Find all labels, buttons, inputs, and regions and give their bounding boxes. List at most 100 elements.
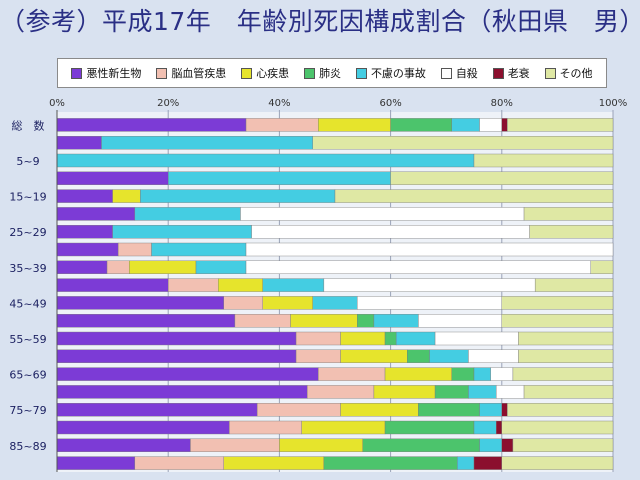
bar-segment <box>134 207 241 221</box>
bar-segment <box>496 420 502 435</box>
bar-segment <box>434 331 519 346</box>
legend-swatch <box>544 67 556 79</box>
bar-segment <box>290 314 358 328</box>
bar-segment <box>496 385 525 399</box>
bar-segment <box>340 331 386 346</box>
bar-segment <box>134 456 224 470</box>
bar-segment <box>245 242 614 257</box>
bar-segment <box>56 331 297 346</box>
legend-label: 悪性新生物 <box>86 67 142 80</box>
bar-segment <box>234 314 291 328</box>
x-tick-label: 100% <box>599 98 628 109</box>
bar-segment <box>501 314 614 328</box>
legend-swatch <box>492 67 504 79</box>
bar-segment <box>479 118 502 132</box>
bar-segment <box>318 118 391 132</box>
bar-segment <box>56 438 191 452</box>
page-title: （参考）平成17年 年齢別死因構成割合（秋田県 男） <box>0 7 640 36</box>
legend-label: 老衰 <box>507 67 530 80</box>
x-tick-label: 80% <box>491 98 513 109</box>
legend-item: 肺炎 <box>304 65 341 81</box>
bar-segment <box>262 278 325 292</box>
bar-segment <box>501 403 508 417</box>
bar-segment <box>451 118 480 132</box>
bar-segment <box>56 224 113 239</box>
bar-segment <box>357 314 375 328</box>
legend-item: その他 <box>544 65 593 81</box>
legend-item: 心疾患 <box>241 65 289 81</box>
bar-segment <box>334 189 614 203</box>
bar-segment <box>434 385 469 399</box>
bar-segment <box>529 224 614 239</box>
bar-segment <box>468 385 497 399</box>
bar-segment <box>512 367 614 381</box>
bar-segment <box>501 438 514 452</box>
y-tick-label: 45~49 <box>9 297 46 310</box>
bar-segment <box>56 420 230 435</box>
y-tick-label: 65~69 <box>9 369 46 382</box>
bar-segment <box>56 207 136 221</box>
bar-segment <box>56 296 225 310</box>
legend-item: 脳血管疾患 <box>156 65 226 81</box>
bar-segment <box>501 456 614 470</box>
x-tick-label: 60% <box>379 98 401 109</box>
bar-segment <box>512 438 614 452</box>
bar-segment <box>56 135 102 150</box>
bar-segment <box>429 349 469 363</box>
y-tick-label: 35~39 <box>9 262 46 275</box>
bar-segment <box>129 260 197 274</box>
bar-segment <box>395 331 436 346</box>
legend-item: 悪性新生物 <box>71 65 141 81</box>
bar-segment <box>295 331 341 346</box>
bar-segment <box>373 385 436 399</box>
bar-segment <box>56 189 113 203</box>
legend-label: 自殺 <box>455 67 478 80</box>
bar-segment <box>534 278 614 292</box>
bar-segment <box>479 403 502 417</box>
bar-segment <box>56 118 247 132</box>
bar-segment <box>56 242 119 257</box>
bar-segment <box>140 189 336 203</box>
bar-segment <box>56 260 108 274</box>
y-tick-label: 85~89 <box>9 440 46 453</box>
bar-segment <box>56 171 169 186</box>
bar-segment <box>245 118 319 132</box>
bar-segment <box>479 438 502 452</box>
y-tick-label: 5~9 <box>16 155 39 168</box>
bar-segment <box>457 456 475 470</box>
bar-segment <box>518 331 614 346</box>
bar-segment <box>373 314 419 328</box>
y-tick-label: 55~59 <box>9 333 46 346</box>
bar-segment <box>340 349 408 363</box>
bar-segment <box>323 278 536 292</box>
bar-segment <box>56 385 308 399</box>
bar-segment <box>473 153 614 168</box>
bar-segment <box>473 367 491 381</box>
bar-segment <box>229 420 302 435</box>
legend-label: 不慮の事故 <box>370 67 426 80</box>
legend-swatch <box>355 67 367 79</box>
bar-segment <box>523 207 614 221</box>
bar-segment <box>56 278 169 292</box>
bar-segment <box>56 403 258 417</box>
bar-segment <box>223 456 325 470</box>
bar-segment <box>340 403 419 417</box>
bar-segment <box>101 135 313 150</box>
bar-segment <box>384 420 475 435</box>
bar-segment <box>167 171 391 186</box>
legend-swatch <box>156 67 168 79</box>
legend-swatch <box>304 67 316 79</box>
bar-segment <box>473 456 502 470</box>
bar-segment <box>218 278 263 292</box>
bar-segment <box>167 278 219 292</box>
bar-segment <box>56 153 475 168</box>
legend-swatch <box>71 67 83 79</box>
bar-segment <box>256 403 341 417</box>
bar-segment <box>151 242 247 257</box>
legend-label: 脳血管疾患 <box>171 67 227 80</box>
bar-segment <box>56 456 136 470</box>
bar-segment <box>590 260 614 274</box>
bar-segment <box>357 296 502 310</box>
legend-item: 老衰 <box>492 65 530 81</box>
legend-label: 肺炎 <box>319 67 342 80</box>
